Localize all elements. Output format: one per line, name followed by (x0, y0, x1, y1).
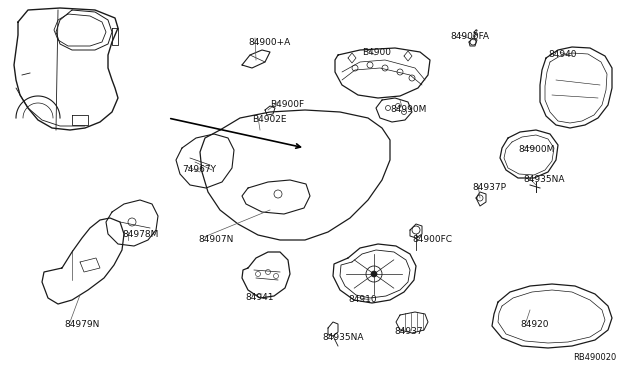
Text: 84900+A: 84900+A (248, 38, 291, 47)
Text: 84900FC: 84900FC (412, 235, 452, 244)
Text: B4900: B4900 (362, 48, 391, 57)
Text: 84941: 84941 (245, 293, 273, 302)
Text: 84935NA: 84935NA (523, 175, 564, 184)
Text: 84937P: 84937P (472, 183, 506, 192)
Text: B4900F: B4900F (270, 100, 304, 109)
Text: 84900FA: 84900FA (450, 32, 489, 41)
Text: 84937: 84937 (394, 327, 422, 336)
Text: 84900M: 84900M (518, 145, 554, 154)
Text: 84940: 84940 (548, 50, 577, 59)
Text: RB490020: RB490020 (573, 353, 616, 362)
Text: 84910: 84910 (348, 295, 376, 304)
Text: 84935NA: 84935NA (322, 333, 364, 342)
Text: B4902E: B4902E (252, 115, 287, 124)
Text: 84979N: 84979N (64, 320, 99, 329)
Circle shape (371, 271, 377, 277)
Text: 84978M: 84978M (122, 230, 158, 239)
Text: 84920: 84920 (520, 320, 548, 329)
Text: 84907N: 84907N (198, 235, 234, 244)
Text: 84990M: 84990M (390, 105, 426, 114)
Text: 74967Y: 74967Y (182, 165, 216, 174)
